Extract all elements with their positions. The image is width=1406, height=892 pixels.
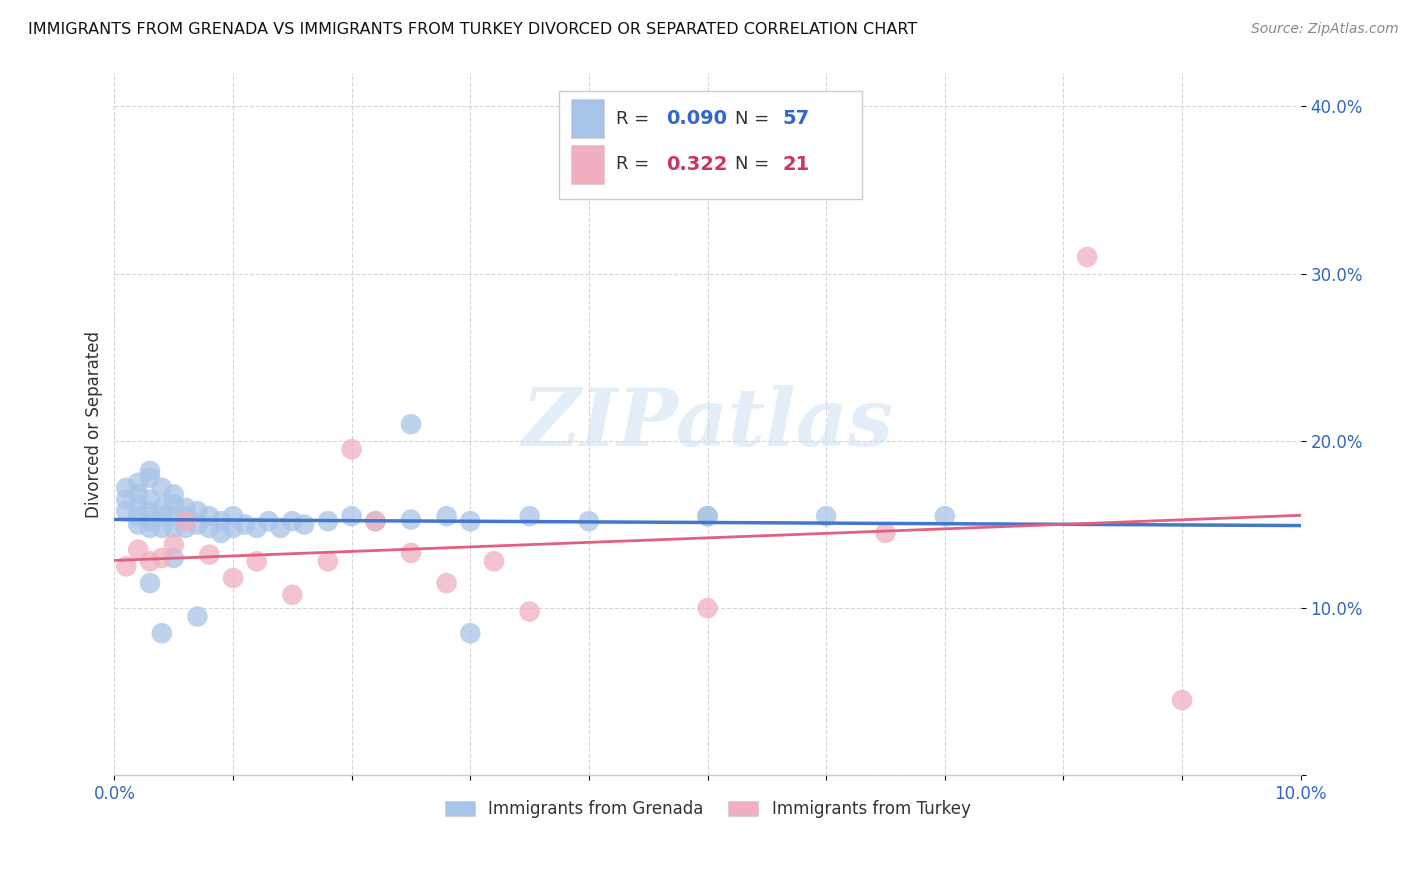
Text: R =: R =: [616, 155, 650, 173]
Point: [127, 487, 149, 501]
Point: [163, 509, 186, 524]
Point: [436, 576, 458, 591]
Text: 57: 57: [782, 109, 810, 128]
Point: [436, 509, 458, 524]
Point: [198, 521, 221, 535]
Point: [1076, 250, 1098, 264]
Point: [115, 481, 138, 495]
Point: [281, 588, 304, 602]
Point: [458, 514, 481, 528]
Point: [696, 509, 718, 524]
Point: [578, 514, 600, 528]
Point: [696, 601, 718, 615]
Point: [150, 500, 173, 515]
Point: [163, 498, 186, 512]
Point: [482, 554, 505, 568]
Point: [150, 626, 173, 640]
Point: [257, 514, 280, 528]
Point: [150, 509, 173, 524]
Point: [139, 504, 162, 518]
Point: [174, 521, 197, 535]
Point: [139, 514, 162, 528]
Point: [519, 509, 541, 524]
Bar: [571, 99, 605, 138]
Point: [364, 514, 387, 528]
Point: [292, 517, 315, 532]
Point: [139, 521, 162, 535]
Point: [127, 509, 149, 524]
FancyBboxPatch shape: [560, 91, 862, 200]
Point: [186, 504, 208, 518]
Point: [127, 498, 149, 512]
Point: [281, 514, 304, 528]
Text: ZIPatlas: ZIPatlas: [522, 385, 894, 463]
Point: [222, 571, 245, 585]
Point: [174, 500, 197, 515]
Point: [139, 471, 162, 485]
Point: [209, 525, 232, 540]
Point: [139, 464, 162, 478]
Point: [198, 548, 221, 562]
Point: [233, 517, 256, 532]
Point: [815, 509, 838, 524]
Point: [519, 605, 541, 619]
Point: [174, 509, 197, 524]
Point: [150, 551, 173, 566]
Point: [399, 546, 422, 560]
Point: [163, 487, 186, 501]
Point: [115, 504, 138, 518]
Point: [246, 554, 269, 568]
Point: [174, 514, 197, 528]
Text: R =: R =: [616, 110, 650, 128]
Point: [163, 551, 186, 566]
Text: 0.090: 0.090: [666, 109, 727, 128]
Point: [458, 626, 481, 640]
Point: [340, 442, 363, 457]
Point: [1171, 693, 1194, 707]
Point: [222, 509, 245, 524]
Point: [696, 509, 718, 524]
Bar: [571, 145, 605, 184]
Point: [246, 521, 269, 535]
Point: [269, 521, 291, 535]
Point: [150, 481, 173, 495]
Text: N =: N =: [735, 155, 769, 173]
Point: [875, 525, 897, 540]
Point: [127, 475, 149, 490]
Point: [139, 554, 162, 568]
Legend: Immigrants from Grenada, Immigrants from Turkey: Immigrants from Grenada, Immigrants from…: [437, 793, 977, 824]
Point: [198, 509, 221, 524]
Point: [186, 609, 208, 624]
Y-axis label: Divorced or Separated: Divorced or Separated: [86, 331, 103, 517]
Point: [934, 509, 956, 524]
Point: [399, 512, 422, 526]
Point: [139, 576, 162, 591]
Point: [115, 492, 138, 507]
Point: [139, 492, 162, 507]
Text: 0.322: 0.322: [666, 155, 727, 174]
Point: [186, 517, 208, 532]
Point: [209, 514, 232, 528]
Point: [364, 514, 387, 528]
Point: [163, 521, 186, 535]
Text: 21: 21: [782, 155, 810, 174]
Text: N =: N =: [735, 110, 769, 128]
Point: [399, 417, 422, 432]
Point: [127, 542, 149, 557]
Point: [163, 538, 186, 552]
Text: Source: ZipAtlas.com: Source: ZipAtlas.com: [1251, 22, 1399, 37]
Point: [127, 517, 149, 532]
Point: [115, 559, 138, 574]
Point: [150, 521, 173, 535]
Point: [340, 509, 363, 524]
Point: [222, 521, 245, 535]
Point: [316, 514, 339, 528]
Text: IMMIGRANTS FROM GRENADA VS IMMIGRANTS FROM TURKEY DIVORCED OR SEPARATED CORRELAT: IMMIGRANTS FROM GRENADA VS IMMIGRANTS FR…: [28, 22, 917, 37]
Point: [316, 554, 339, 568]
